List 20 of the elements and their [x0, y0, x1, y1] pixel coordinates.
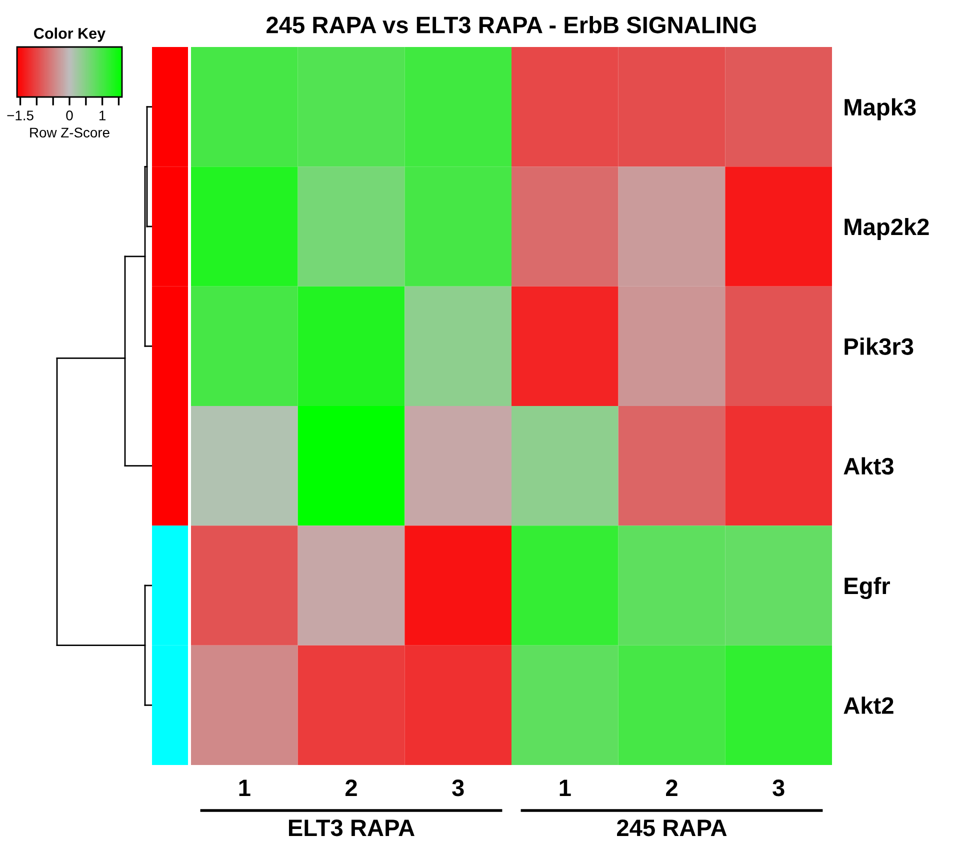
x-tick-label: 2	[346, 780, 357, 796]
y-tick-label: Akt3	[844, 457, 894, 475]
x-tick-label: 3	[772, 780, 784, 796]
y-tick-label: Akt2	[844, 696, 894, 714]
color-bar-title: Row Z-Score	[30, 128, 110, 138]
x-tick-label: 1	[560, 780, 571, 796]
y-tick-label: Map2k2	[844, 218, 929, 240]
color-bar-label: −1.5	[7, 110, 34, 120]
color-bar-label: 0	[66, 110, 73, 120]
y-tick-label: Egfr	[844, 576, 890, 600]
text: ELT3 RAPA	[288, 819, 414, 836]
x-tick-label: 2	[666, 780, 678, 796]
x-tick-label: 1	[239, 780, 250, 796]
color-bar-label: 1	[100, 110, 106, 120]
y-tick-label: Mapk3	[844, 98, 916, 120]
text: 245 RAPA	[617, 819, 727, 836]
x-tick-label: 3	[452, 780, 464, 796]
chart-title: 245 RAPA vs ELT3 RAPA - ErbB SIGNALING	[266, 16, 756, 34]
y-tick-label: Pik3r3	[844, 338, 914, 355]
text: Color Key	[34, 28, 106, 42]
